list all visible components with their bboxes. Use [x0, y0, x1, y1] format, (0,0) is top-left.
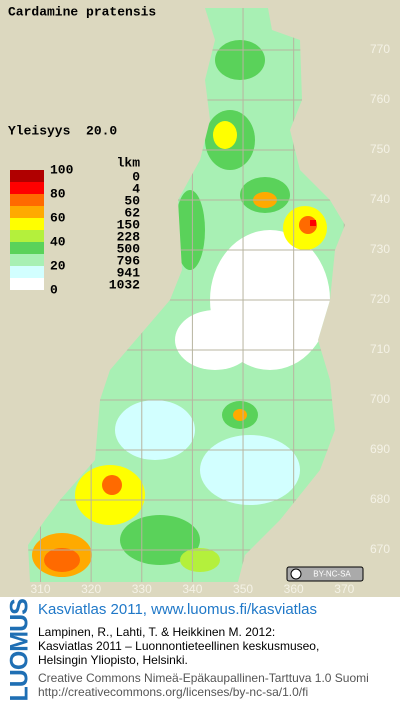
x-tick-label: 320 [81, 582, 101, 596]
legend-count: 62 [124, 205, 140, 220]
legend-swatch [10, 218, 44, 230]
legend-swatch [10, 206, 44, 218]
y-tick-label: 740 [370, 192, 390, 206]
legend-swatch [10, 170, 44, 182]
y-tick-label: 670 [370, 542, 390, 556]
license-line: http://creativecommons.org/licenses/by-n… [38, 685, 309, 699]
x-tick-label: 310 [30, 582, 50, 596]
legend-swatch [10, 230, 44, 242]
y-tick-label: 730 [370, 242, 390, 256]
legend-scale-label: 20 [50, 258, 66, 273]
y-tick-label: 690 [370, 442, 390, 456]
legend-scale-label: 80 [50, 186, 66, 201]
legend-count: 4 [132, 181, 140, 196]
y-tick-label: 770 [370, 42, 390, 56]
y-tick-label: 710 [370, 342, 390, 356]
brand: LUOMUS [5, 599, 34, 702]
map-title: Cardamine pratensis [8, 4, 156, 19]
x-tick-label: 370 [334, 582, 354, 596]
legend-scale-label: 0 [50, 282, 58, 297]
y-tick-label: 760 [370, 92, 390, 106]
license-badge: BY-NC-SA [286, 566, 364, 582]
y-tick-label: 720 [370, 292, 390, 306]
legend-count: 796 [117, 253, 141, 268]
legend-count: 150 [117, 217, 141, 232]
license-badge-text: BY-NC-SA [313, 570, 351, 579]
legend-scale-label: 60 [50, 210, 66, 225]
x-tick-label: 350 [233, 582, 253, 596]
y-tick-label: 750 [370, 142, 390, 156]
license-line: Creative Commons Nimeä-Epäkaupallinen-Ta… [38, 671, 369, 685]
x-tick-label: 340 [182, 582, 202, 596]
citation-line: Helsingin Yliopisto, Helsinki. [38, 653, 188, 667]
legend-swatch [10, 254, 44, 266]
citation-line: Lampinen, R., Lahti, T. & Heikkinen M. 2… [38, 625, 276, 639]
legend-swatch [10, 194, 44, 206]
legend-count-title: lkm [117, 155, 141, 170]
footer: LUOMUS Kasviatlas 2011, www.luomus.fi/ka… [0, 597, 400, 702]
legend-swatch [10, 278, 44, 290]
y-tick-label: 680 [370, 492, 390, 506]
legend-count: 50 [124, 193, 140, 208]
legend-swatch [10, 242, 44, 254]
legend-count: 941 [117, 265, 141, 280]
x-tick-label: 330 [132, 582, 152, 596]
legend-swatch [10, 266, 44, 278]
legend-swatch [10, 182, 44, 194]
legend-count: 1032 [109, 277, 140, 292]
headline: Kasviatlas 2011, www.luomus.fi/kasviatla… [38, 601, 318, 618]
legend-scale-label: 40 [50, 234, 66, 249]
map: Cardamine pratensis Yleisyys 20.0 BY-NC-… [0, 0, 400, 597]
citation-line: Kasviatlas 2011 – Luonnontieteellinen ke… [38, 639, 320, 653]
legend-count: 228 [117, 229, 141, 244]
legend-count: 500 [117, 241, 141, 256]
x-tick-label: 360 [284, 582, 304, 596]
legend-scale-label: 100 [50, 162, 74, 177]
legend-count: 0 [132, 169, 140, 184]
y-tick-label: 700 [370, 392, 390, 406]
index-text: Yleisyys 20.0 [8, 123, 117, 138]
